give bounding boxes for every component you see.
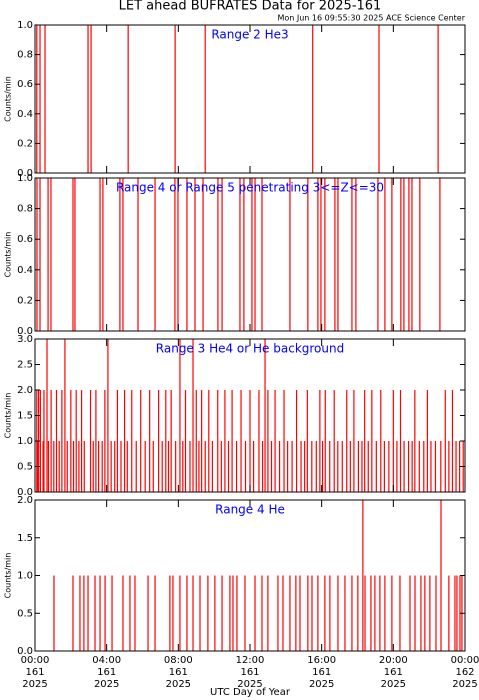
x-tick-label: 20:00	[379, 655, 408, 666]
panel-annotation: Range 3 He4 or He background	[156, 342, 344, 356]
y-axis-label: Counts/min	[4, 76, 13, 122]
x-tick-label: 16:00	[307, 655, 336, 666]
x-tick-day: 161	[169, 667, 188, 678]
y-tick-label: 2.0	[17, 385, 33, 396]
y-axis-label: Counts/min	[4, 553, 13, 599]
x-tick-year: 2025	[452, 679, 477, 690]
x-tick-day: 161	[25, 667, 44, 678]
x-tick-label: 00:00	[21, 655, 50, 666]
y-tick-label: 1.0	[17, 436, 33, 447]
subtitle: Mon Jun 16 09:55:30 2025 ACE Science Cen…	[277, 14, 465, 23]
y-tick-label: 0.2	[17, 295, 33, 306]
x-tick-label: 00:00	[451, 655, 479, 666]
x-tick-day: 162	[455, 667, 474, 678]
y-tick-label: 1.5	[17, 411, 33, 422]
y-tick-label: 1.5	[17, 533, 33, 544]
y-tick-label: 0.4	[17, 265, 33, 276]
x-tick-day: 161	[240, 667, 259, 678]
x-tick-label: 08:00	[164, 655, 193, 666]
chart-title: LET ahead BUFRATES Data for 2025-161	[119, 0, 382, 14]
y-tick-label: 0.8	[17, 50, 33, 61]
y-tick-label: 0.5	[17, 608, 33, 619]
x-tick-year: 2025	[309, 679, 334, 690]
x-tick-day: 161	[384, 667, 403, 678]
x-tick-day: 161	[312, 667, 331, 678]
y-tick-label: 0.0	[17, 168, 33, 179]
x-tick-year: 2025	[22, 679, 47, 690]
x-axis-label: UTC Day of Year	[210, 687, 291, 698]
panel-annotation: Range 2 He3	[211, 28, 288, 42]
y-axis-label: Counts/min	[4, 393, 13, 439]
y-tick-label: 0.2	[17, 138, 33, 149]
x-tick-year: 2025	[237, 679, 262, 690]
y-tick-label: 0.8	[17, 204, 33, 215]
y-tick-label: 0.0	[17, 326, 33, 337]
y-tick-label: 1.0	[17, 571, 33, 582]
y-tick-label: 0.4	[17, 109, 33, 120]
x-tick-day: 161	[97, 667, 116, 678]
y-axis-label: Counts/min	[4, 232, 13, 278]
y-tick-label: 0.6	[17, 234, 33, 245]
x-tick-year: 2025	[94, 679, 119, 690]
y-tick-label: 0.0	[17, 487, 33, 498]
panel-annotation: Range 4 He	[215, 503, 285, 517]
x-tick-year: 2025	[166, 679, 191, 690]
y-tick-label: 0.6	[17, 79, 33, 90]
x-tick-year: 2025	[381, 679, 406, 690]
y-tick-label: 2.0	[17, 495, 33, 506]
x-tick-label: 12:00	[236, 655, 265, 666]
y-tick-label: 0.5	[17, 462, 33, 473]
y-tick-label: 2.5	[17, 360, 33, 371]
y-tick-label: 1.0	[17, 173, 33, 184]
y-tick-label: 1.0	[17, 20, 33, 31]
y-tick-label: 0.0	[17, 646, 33, 657]
x-tick-label: 04:00	[92, 655, 121, 666]
panel-annotation: Range 4 or Range 5 penetrating 3<=Z<=30	[116, 181, 384, 195]
y-tick-label: 3.0	[17, 334, 33, 345]
